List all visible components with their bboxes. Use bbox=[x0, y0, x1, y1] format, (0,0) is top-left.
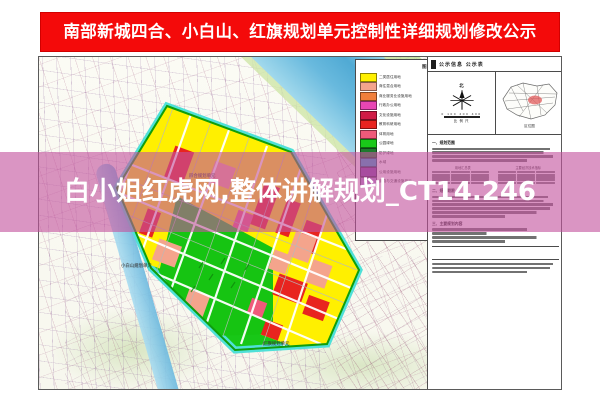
legend-item: 体育用地 bbox=[360, 129, 426, 139]
info-panel-blank-box bbox=[432, 245, 559, 260]
legend-item: 商住混合用地 bbox=[360, 82, 426, 92]
legend-item: 文化设施用地 bbox=[360, 110, 426, 120]
legend-label: 体育用地 bbox=[379, 131, 394, 136]
legend-swatch bbox=[360, 72, 377, 82]
page-title: 南部新城四合、小白山、红旗规划单元控制性详细规划修改公示 bbox=[63, 21, 537, 41]
north-label: 北 bbox=[459, 83, 464, 89]
legend-swatch bbox=[360, 139, 377, 149]
info-footer bbox=[432, 262, 559, 274]
legend-label: 教育科研用地 bbox=[379, 122, 401, 127]
scale-bar-line bbox=[443, 116, 480, 118]
watermark-text: 白小姐红虎网,整体讲解规划_CT14.246 bbox=[63, 176, 537, 207]
legend-swatch bbox=[360, 110, 377, 120]
legend-swatch bbox=[360, 101, 377, 111]
info-text-line bbox=[432, 266, 556, 270]
legend-item: 公园绿地 bbox=[360, 139, 426, 149]
legend-label: 商住混合用地 bbox=[379, 84, 401, 89]
compass-and-keymap-row: 北 0 100 200 400 比 例 尺 bbox=[428, 72, 561, 135]
north-arrow-icon bbox=[449, 89, 474, 110]
compass-cell: 北 0 100 200 400 比 例 尺 bbox=[428, 72, 496, 134]
info-text-line bbox=[432, 270, 532, 274]
header-marker-icon bbox=[431, 59, 436, 69]
legend-swatch bbox=[360, 120, 377, 130]
legend-swatch bbox=[360, 129, 377, 139]
legend-swatch bbox=[360, 82, 377, 92]
legend-label: 商业服务业设施用地 bbox=[379, 93, 412, 98]
legend-label: 二类居住用地 bbox=[379, 74, 401, 79]
info-panel-header: 公示信息 公示表 bbox=[428, 57, 561, 72]
info-text-line bbox=[432, 236, 542, 239]
legend-swatch bbox=[360, 91, 377, 101]
page-title-banner: 南部新城四合、小白山、红旗规划单元控制性详细规划修改公示 bbox=[40, 12, 560, 52]
legend-label: 公园绿地 bbox=[379, 141, 394, 146]
info-text-line bbox=[432, 232, 490, 235]
keymap-cell: 区位图 bbox=[496, 72, 561, 134]
info-text-line bbox=[432, 262, 558, 266]
keymap-caption: 区位图 bbox=[524, 124, 535, 128]
info-text-line bbox=[432, 240, 509, 243]
info-text-line bbox=[432, 147, 556, 150]
legend-label: 文化设施用地 bbox=[379, 112, 401, 117]
inmap-label-2: 红旗规划单元 bbox=[263, 342, 290, 347]
legend-item: 教育科研用地 bbox=[360, 120, 426, 130]
scale-ticks: 0 100 200 400 bbox=[441, 111, 482, 116]
info-section-0-title: 一、规划范围 bbox=[432, 140, 455, 145]
legend-item: 商业服务业设施用地 bbox=[360, 91, 426, 101]
info-panel-title: 公示信息 公示表 bbox=[439, 61, 484, 68]
inmap-label-1: 小白山规划单元 bbox=[121, 264, 152, 269]
scale-unit-label: 比 例 尺 bbox=[453, 119, 470, 124]
location-keymap bbox=[497, 77, 562, 123]
scale-bar: 0 100 200 400 比 例 尺 bbox=[441, 112, 481, 124]
legend-label: 行政办公用地 bbox=[379, 103, 401, 108]
legend-item: 二类居住用地 bbox=[360, 72, 426, 82]
legend-item: 行政办公用地 bbox=[360, 101, 426, 111]
